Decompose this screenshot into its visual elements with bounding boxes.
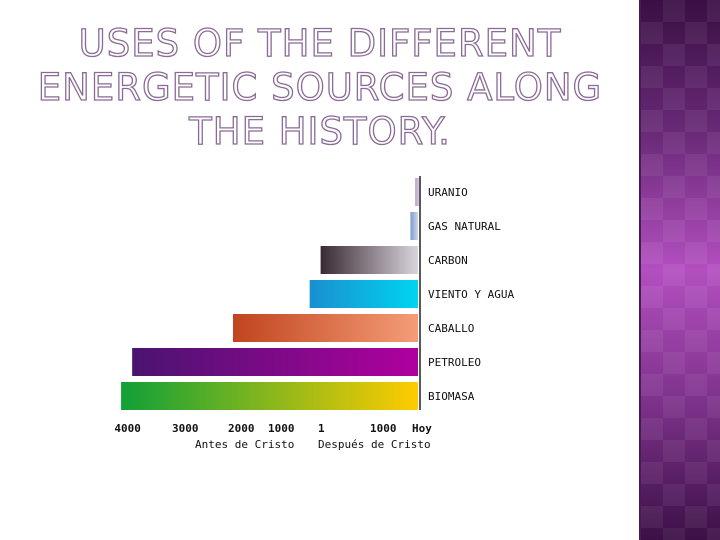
bar-label-caballo: CABALLO [428,322,474,335]
bar-labels-layer: URANIO GAS NATURAL CARBON VIENTO Y AGUA CABA… [428,186,514,403]
bar-label-carbon: CARBON [428,254,468,267]
bar-label-petroleo: PETROLEO [428,356,481,369]
bar-label-viento-y-agua: VIENTO Y AGUA [428,288,514,301]
bar-uranio [415,178,420,206]
bar-viento-y-agua [309,280,418,308]
tick-label: 1 [318,422,325,435]
bar-carbon [320,246,418,274]
period-label: Antes de Cristo [195,438,294,451]
tick-label: Hoy [412,422,432,435]
bar-biomasa [121,382,419,410]
tick-label: 1000 [370,422,397,435]
side-panel-edge [639,0,641,540]
bar-gas-natural [410,212,418,240]
bar-label-uranio: URANIO [428,186,468,199]
bar-caballo [233,314,418,342]
bar-label-gas-natural: GAS NATURAL [428,220,501,233]
tick-label: 3000 [172,422,199,435]
bar-petroleo [132,348,418,376]
period-label: Después de Cristo [318,438,431,451]
slide-title: USES OF THE DIFFERENT ENERGETIC SOURCES … [37,21,603,153]
tick-label: 2000 [228,422,255,435]
tick-label: 1000 [268,422,295,435]
tick-label: 4000 [114,422,141,435]
period-labels-layer: Antes de Cristo Después de Cristo [195,438,431,451]
bars-layer [121,176,421,410]
tick-labels-layer: 4000 3000 2000 1000 1 1000 Hoy [114,422,432,435]
energy-timeline-chart: URANIO GAS NATURAL CARBON VIENTO Y AGUA CABA… [114,176,514,451]
decorative-side-panel [641,0,720,540]
bar-label-biomasa: BIOMASA [428,390,475,403]
